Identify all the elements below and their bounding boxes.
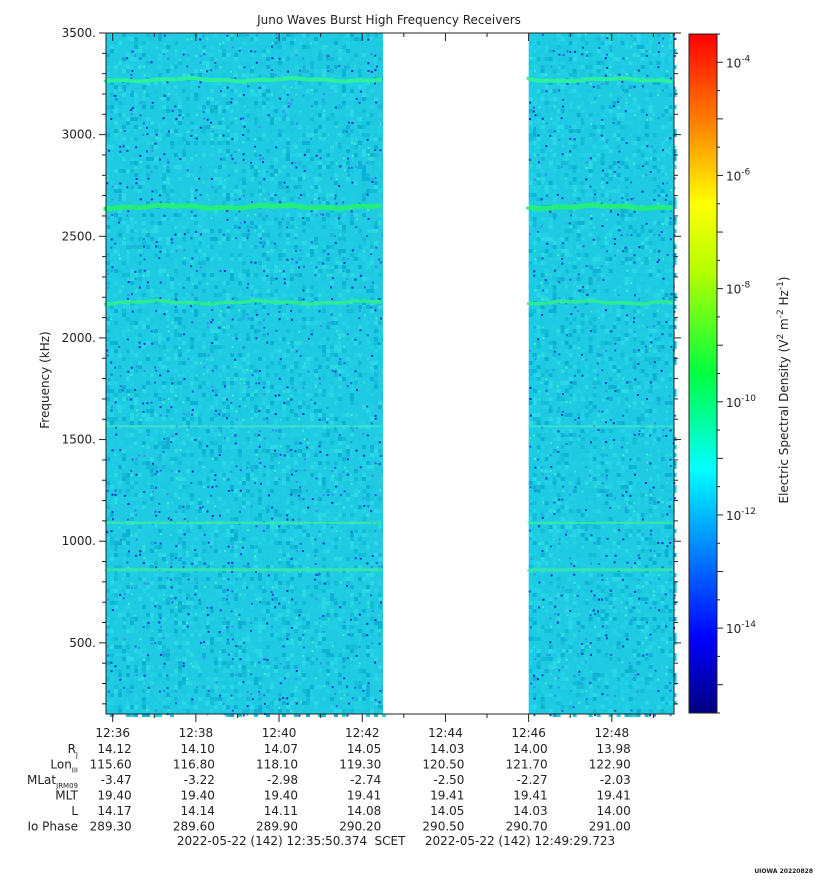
ephemeris-value: 14.11 xyxy=(264,804,298,818)
y-tick-label: 3500. xyxy=(62,26,96,40)
y-axis: 500. 1000. 1500. 2000. 2500. 3000. 3500. xyxy=(62,26,681,705)
colorbar-tick-label: 10-14 xyxy=(726,620,756,636)
ephemeris-value: 14.05 xyxy=(430,804,464,818)
ephemeris-value: -3.47 xyxy=(101,773,132,787)
ephemeris-value: 289.60 xyxy=(173,820,215,834)
ephemeris-value: 121.70 xyxy=(506,758,548,772)
x-tick-label: 12:44 xyxy=(428,726,463,740)
ephemeris-value: 13.98 xyxy=(596,742,630,756)
colorbar-tick-label: 10-6 xyxy=(726,167,751,183)
ephemeris-value: 119.30 xyxy=(339,758,381,772)
colorbar-tick-label: 10-10 xyxy=(726,394,756,410)
x-tick-label: 12:42 xyxy=(345,726,380,740)
ephemeris-value: 14.17 xyxy=(97,804,131,818)
footer-time-range: 2022-05-22 (142) 12:35:50.374 SCET 2022-… xyxy=(177,834,615,848)
ephemeris-value: 290.20 xyxy=(339,820,381,834)
footer-start: 2022-05-22 (142) 12:35:50.374 xyxy=(177,834,367,848)
emission-band xyxy=(104,75,383,84)
emission-band xyxy=(526,76,673,84)
colorbar-ticks: 10-14 10-12 10-10 10-8 10-6 10-4 xyxy=(717,33,756,714)
ephemeris-row-label: RJ xyxy=(68,742,78,759)
colorbar-tick-label: 10-4 xyxy=(726,54,751,70)
ephemeris-value: 14.10 xyxy=(181,742,215,756)
y-tick-label: 2500. xyxy=(62,229,96,243)
ephemeris-row-label: L xyxy=(71,804,78,818)
ephemeris-value: 14.03 xyxy=(513,804,547,818)
colorbar: 10-14 10-12 10-10 10-8 10-6 10-4 Electric Spe… xyxy=(688,33,791,714)
emission-band xyxy=(526,299,673,306)
ephemeris-value: 19.41 xyxy=(513,789,547,803)
chart-title: Juno Waves Burst High Frequency Receiver… xyxy=(256,13,521,27)
ephemeris-value: 14.00 xyxy=(513,742,547,756)
ephemeris-value: -2.74 xyxy=(350,773,381,787)
ephemeris-value: 120.50 xyxy=(422,758,464,772)
ephemeris-row-label: MLatJRM09 xyxy=(27,773,78,790)
ephemeris-value: 19.40 xyxy=(181,789,215,803)
ephemeris-row-label: Io Phase xyxy=(27,820,78,834)
emission-band xyxy=(526,202,673,212)
y-tick-label: 3000. xyxy=(62,128,96,142)
emission-bands xyxy=(103,75,673,572)
ephemeris-value: 14.05 xyxy=(347,742,381,756)
emission-band xyxy=(104,298,383,306)
ephemeris-value: 19.40 xyxy=(264,789,298,803)
y-tick-label: 500. xyxy=(69,636,96,650)
ephemeris-value: 116.80 xyxy=(173,758,215,772)
plot-frame xyxy=(105,32,675,715)
ephemeris-value: 14.03 xyxy=(430,742,464,756)
spectrogram-texture xyxy=(106,33,386,717)
ephemeris-value: 290.50 xyxy=(422,820,464,834)
y-tick-label: 1000. xyxy=(62,534,96,548)
ephemeris-value: -2.98 xyxy=(267,773,298,787)
ephemeris-value: 290.70 xyxy=(506,820,548,834)
y-tick-label: 1500. xyxy=(62,433,96,447)
ephemeris-value: 19.41 xyxy=(430,789,464,803)
ephemeris-value: 122.90 xyxy=(589,758,631,772)
ephemeris-value: -3.22 xyxy=(184,773,215,787)
x-tick-label: 12:46 xyxy=(511,726,546,740)
credit-stamp: UIOWA 20220828 xyxy=(754,868,813,875)
ephemeris-row-label: MLT xyxy=(55,789,78,803)
x-tick-label: 12:40 xyxy=(262,726,297,740)
x-axis: 12:36 12:38 12:40 12:42 12:44 12:46 12:48 xyxy=(95,33,654,740)
ephemeris-value: 14.12 xyxy=(97,742,131,756)
ephemeris-value: 14.00 xyxy=(596,804,630,818)
ephemeris-value: -2.03 xyxy=(600,773,631,787)
x-tick-label: 12:38 xyxy=(179,726,214,740)
y-tick-label: 2000. xyxy=(62,331,96,345)
colorbar-label: Electric Spectral Density (V2 m-2 Hz-1) xyxy=(776,276,791,503)
ephemeris-value: 118.10 xyxy=(256,758,298,772)
plot-area: 500. 1000. 1500. 2000. 2500. 3000. 3500. 12:36… xyxy=(62,26,681,740)
ephemeris-row-label: LonIII xyxy=(50,758,78,775)
colorbar-tick-label: 10-12 xyxy=(726,507,756,523)
data-gap xyxy=(383,33,529,714)
ephemeris-table: RJ 14.12 14.10 14.07 14.05 14.03 14.00 13.98 Lon… xyxy=(27,742,631,834)
colorbar-scale xyxy=(688,33,718,714)
spectrogram-heatmap xyxy=(106,33,677,717)
colorbar-tick-label: 10-8 xyxy=(726,281,751,297)
footer-scet: SCET xyxy=(375,834,407,848)
ephemeris-value: 14.14 xyxy=(181,804,215,818)
ephemeris-value: 19.41 xyxy=(347,789,381,803)
ephemeris-value: 289.90 xyxy=(256,820,298,834)
ephemeris-value: 115.60 xyxy=(90,758,132,772)
ephemeris-value: -2.50 xyxy=(433,773,464,787)
ephemeris-value: 19.41 xyxy=(596,789,630,803)
x-tick-label: 12:48 xyxy=(595,726,630,740)
ephemeris-value: 289.30 xyxy=(90,820,132,834)
x-tick-label: 12:36 xyxy=(95,726,130,740)
ephemeris-value: 14.08 xyxy=(347,804,381,818)
ephemeris-value: 14.07 xyxy=(264,742,298,756)
footer-end: 2022-05-22 (142) 12:49:29.723 xyxy=(425,834,615,848)
ephemeris-value: -2.27 xyxy=(517,773,548,787)
y-axis-label: Frequency (kHz) xyxy=(38,331,52,428)
ephemeris-value: 19.40 xyxy=(97,789,131,803)
emission-band xyxy=(103,202,383,211)
ephemeris-value: 291.00 xyxy=(589,820,631,834)
